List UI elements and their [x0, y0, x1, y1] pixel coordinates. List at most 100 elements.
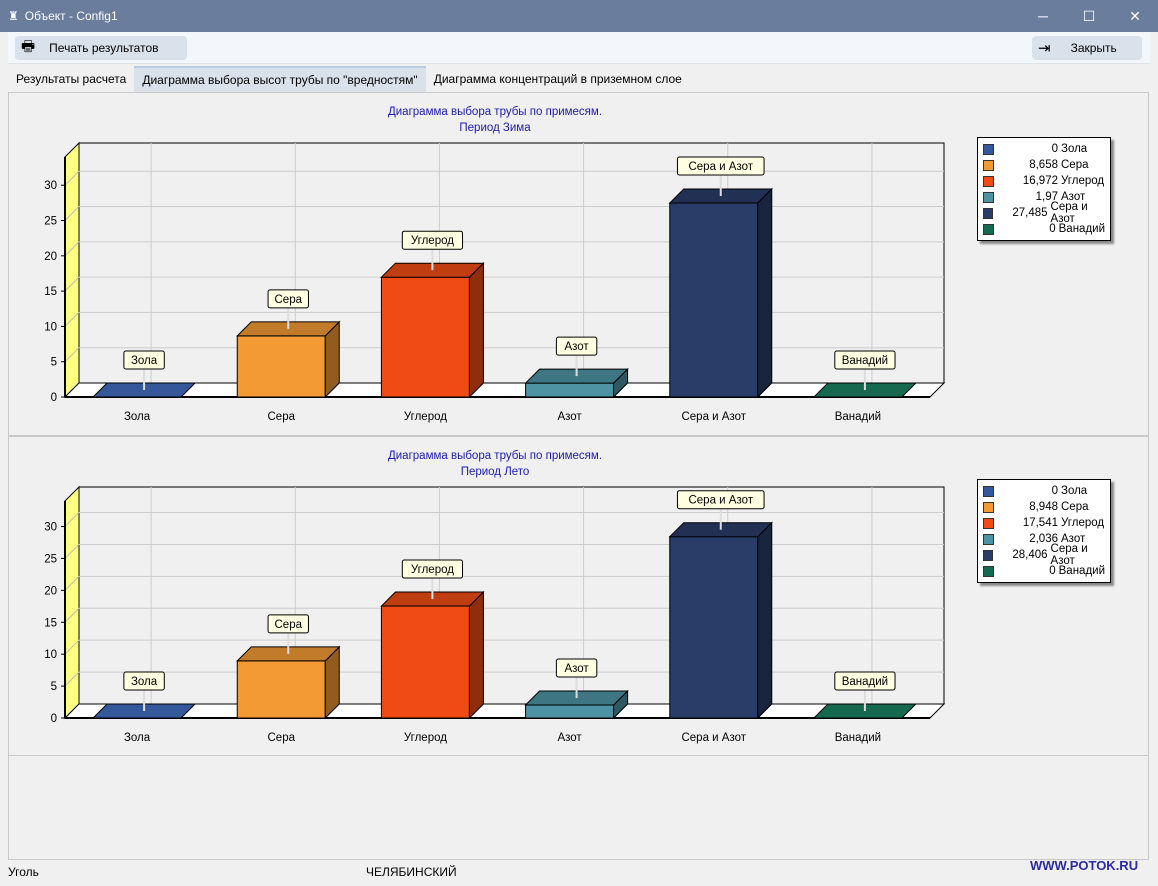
legend-label: Азот — [1061, 191, 1086, 203]
data-label-box — [401, 559, 464, 579]
y-tick-label: 20 — [44, 585, 57, 597]
grid-line-side — [64, 276, 80, 292]
legend-swatch — [983, 191, 994, 203]
tab-bar: Результаты расчета Диаграмма выбора высо… — [8, 66, 690, 92]
y-tick-label: 10 — [44, 321, 57, 333]
legend-label: Зола — [1061, 485, 1088, 497]
legend-label: Азот — [1061, 533, 1086, 545]
back-wall — [78, 142, 945, 384]
legend-item: 0 Зола — [983, 483, 1105, 499]
bar-front — [236, 660, 326, 719]
legend-item: 17,541 Углерод — [983, 515, 1105, 531]
grid-line-side — [64, 347, 80, 363]
minimize-button[interactable]: ─ — [1038, 8, 1048, 24]
data-label-box — [123, 350, 165, 370]
tab-results[interactable]: Результаты расчета — [16, 72, 127, 86]
bar-side — [468, 590, 484, 720]
legend-label: Углерод — [1061, 175, 1105, 187]
legend-item: 0 Зола — [983, 141, 1105, 157]
app-tower-icon: ♜ — [8, 9, 19, 23]
bar-side — [757, 521, 773, 720]
printer-icon: 🖶 — [21, 37, 36, 55]
legend-item: 0 Ванадий — [983, 221, 1105, 237]
legend-item: 0 Ванадий — [983, 563, 1105, 579]
coal-name: ЧЕЛЯБИНСКИЙ — [366, 865, 457, 879]
legend-item: 1,97 Азот — [983, 189, 1105, 205]
back-wall — [78, 486, 945, 705]
legend-swatch — [983, 159, 994, 171]
legend-swatch — [983, 207, 993, 219]
data-label: Углерод — [411, 235, 454, 247]
legend-label: Сера — [1061, 159, 1089, 171]
print-label: Печать результатов — [49, 41, 159, 55]
grid-line-side — [64, 512, 80, 527]
data-label: Зола — [131, 355, 158, 367]
legend-label: Сера — [1061, 501, 1089, 513]
fuel-type: Уголь — [8, 865, 39, 879]
data-label-box — [834, 671, 896, 691]
data-label-box — [267, 614, 309, 634]
legend-value: 1,97 — [1035, 191, 1058, 203]
print-results-button[interactable]: 🖶 Печать результатов — [15, 36, 187, 60]
brand-link[interactable]: WWW.POTOK.RU — [1030, 858, 1139, 873]
data-label: Азот — [564, 341, 589, 353]
x-tick-label: Зола — [124, 411, 151, 423]
legend-item: 28,406 Сера и Азот — [983, 543, 1105, 567]
y-tick-label: 30 — [44, 180, 57, 192]
grid-line-side — [64, 671, 80, 687]
empty-panel — [8, 756, 1149, 860]
chart-title: Диаграмма выбора трубы по примесям. — [388, 450, 602, 462]
x-tick-label: Углерод — [404, 732, 447, 744]
y-tick-label: 5 — [51, 681, 57, 693]
data-label-box — [555, 336, 598, 356]
toolbar: 🖶 Печать результатов ⇥ Закрыть — [8, 32, 1150, 64]
chart-title: Диаграмма выбора трубы по примесям. — [388, 106, 602, 118]
data-label: Ванадий — [842, 676, 888, 688]
exit-icon: ⇥ — [1038, 40, 1051, 57]
y-tick-label: 0 — [51, 713, 57, 725]
grid-line-side — [64, 607, 80, 623]
y-tick-label: 10 — [44, 649, 57, 661]
legend-label: Ванадий — [1058, 565, 1105, 577]
window-title: Объект - Config1 — [24, 9, 118, 23]
maximize-button[interactable]: ☐ — [1082, 7, 1096, 24]
close-window-button[interactable]: ✕ — [1129, 7, 1141, 24]
legend-value: 2,036 — [1029, 533, 1058, 545]
legend-swatch — [983, 533, 994, 545]
data-label: Углерод — [411, 564, 454, 576]
bar-front — [236, 335, 326, 398]
data-label-box — [267, 289, 309, 309]
legend-item: 27,485 Сера и Азот — [983, 201, 1105, 225]
legend-label: Сера и Азот — [1050, 543, 1088, 567]
bar-front — [525, 704, 615, 719]
data-label-box — [123, 671, 165, 691]
legend-swatch — [983, 485, 994, 497]
grid-line-side — [64, 575, 80, 591]
y-tick-label: 0 — [51, 392, 57, 404]
tab-concentration-diagram[interactable]: Диаграмма концентраций в приземном слое — [433, 72, 682, 86]
bar-front — [669, 202, 759, 398]
legend-value: 16,972 — [1022, 175, 1058, 187]
chart-subtitle: Период Лето — [461, 466, 530, 478]
data-label: Ванадий — [842, 355, 888, 367]
y-tick-label: 15 — [44, 286, 57, 298]
tab-height-diagram[interactable]: Диаграмма выбора высот трубы по "вреднос… — [134, 66, 426, 92]
legend-label: Ванадий — [1058, 223, 1105, 235]
close-button[interactable]: ⇥ Закрыть — [1032, 36, 1142, 60]
legend-value: 17,541 — [1022, 517, 1058, 529]
x-tick-label: Азот — [557, 732, 582, 744]
data-label: Сера — [275, 294, 303, 306]
legend-swatch — [983, 223, 994, 235]
legend-item: 8,948 Сера — [983, 499, 1105, 515]
data-label-box — [555, 658, 598, 678]
x-tick-label: Ванадий — [835, 732, 881, 744]
data-label: Азот — [564, 663, 589, 675]
x-tick-label: Сера и Азот — [681, 732, 746, 744]
bar-front — [380, 276, 470, 398]
x-tick-label: Азот — [557, 411, 582, 423]
legend-swatch — [983, 175, 994, 187]
y-tick-label: 30 — [44, 522, 57, 534]
y-tick-label: 20 — [44, 251, 57, 263]
y-tick-label: 15 — [44, 617, 57, 629]
